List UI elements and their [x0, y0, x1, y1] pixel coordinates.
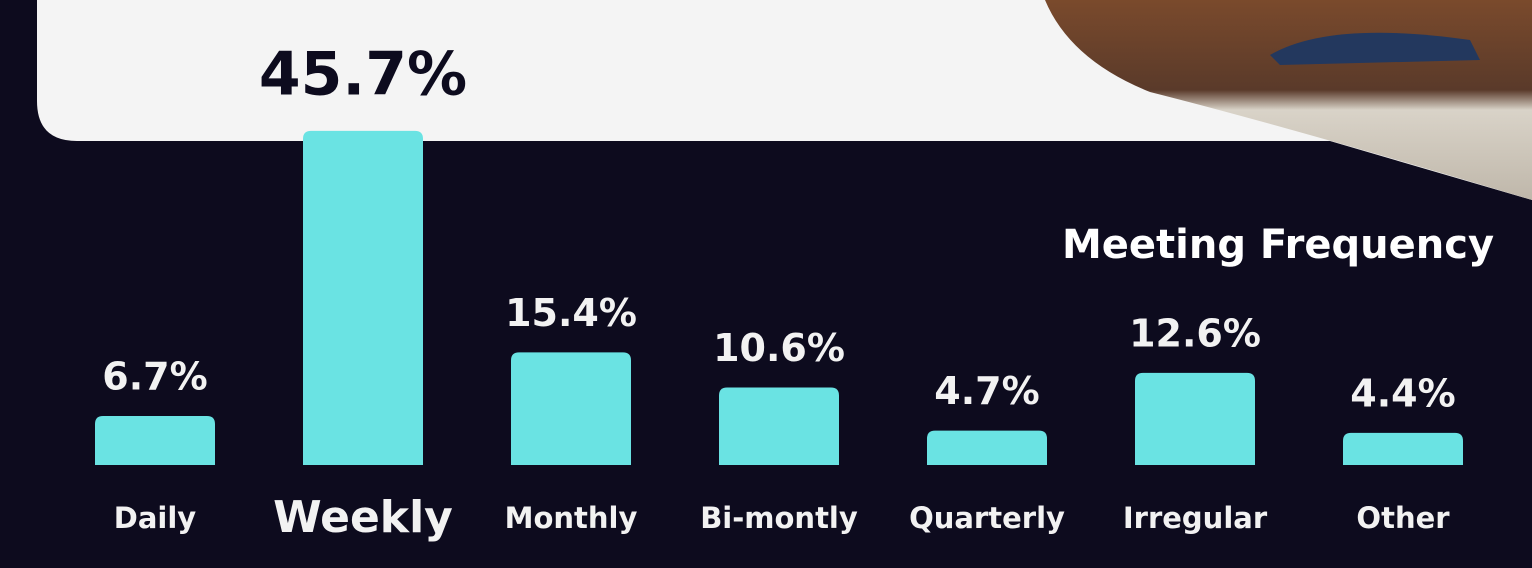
- value-label: 4.4%: [1350, 371, 1455, 415]
- bar: [927, 430, 1047, 465]
- bar: [95, 416, 215, 465]
- category-label: Daily: [114, 501, 197, 535]
- bar: [303, 130, 423, 466]
- category-label: Other: [1356, 501, 1450, 535]
- value-label: 4.7%: [934, 369, 1039, 413]
- category-label: Irregular: [1123, 501, 1268, 535]
- category-label: Bi-montly: [700, 501, 858, 535]
- category-label: Weekly: [273, 492, 453, 543]
- bar: [511, 352, 631, 465]
- bar: [1135, 372, 1255, 465]
- category-label: Quarterly: [909, 501, 1065, 535]
- bar: [719, 387, 839, 465]
- bar: [1343, 432, 1463, 465]
- value-label: 45.7%: [259, 40, 467, 110]
- value-label: 6.7%: [102, 355, 207, 399]
- chart-title: Meeting Frequency: [1062, 222, 1494, 268]
- category-label: Monthly: [505, 501, 638, 535]
- photo-person: [1270, 32, 1480, 65]
- value-label: 15.4%: [505, 291, 637, 335]
- value-label: 10.6%: [713, 326, 845, 370]
- value-label: 12.6%: [1129, 311, 1261, 355]
